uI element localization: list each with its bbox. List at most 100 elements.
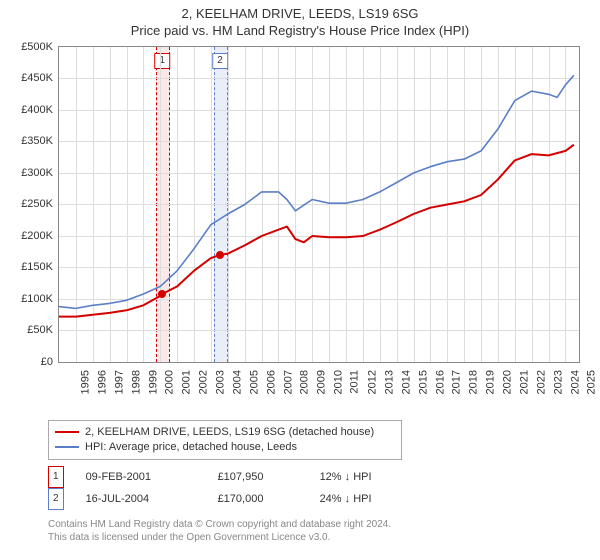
x-axis-label: 2005	[248, 370, 260, 394]
x-axis-label: 2001	[181, 370, 193, 394]
y-gridline	[59, 141, 579, 142]
title-line1: 2, KEELHAM DRIVE, LEEDS, LS19 6SG	[0, 6, 600, 23]
y-gridline	[59, 110, 579, 111]
y-axis-label: £200K	[13, 230, 53, 242]
x-axis-label: 2010	[333, 370, 345, 394]
x-gridline	[262, 47, 263, 362]
y-gridline	[59, 267, 579, 268]
x-axis-label: 2022	[535, 370, 547, 394]
x-gridline	[363, 47, 364, 362]
y-axis-label: £250K	[13, 198, 53, 210]
x-gridline	[245, 47, 246, 362]
y-axis-label: £400K	[13, 104, 53, 116]
x-axis-label: 2011	[349, 370, 361, 394]
x-axis-label: 2013	[383, 370, 395, 394]
x-gridline	[346, 47, 347, 362]
x-axis-label: 2019	[485, 370, 497, 394]
x-axis-label: 2014	[400, 370, 412, 394]
sale-date: 09-FEB-2001	[86, 467, 196, 487]
x-gridline	[397, 47, 398, 362]
sale-diff: 24% ↓ HPI	[320, 489, 372, 509]
x-axis-label: 2000	[164, 370, 176, 394]
x-axis-label: 1999	[147, 370, 159, 394]
footer-line1: Contains HM Land Registry data © Crown c…	[48, 518, 600, 531]
x-gridline	[532, 47, 533, 362]
x-gridline	[498, 47, 499, 362]
x-axis-label: 1996	[96, 370, 108, 394]
sale-band-label: 1	[154, 53, 170, 69]
y-gridline	[59, 330, 579, 331]
x-gridline	[194, 47, 195, 362]
y-axis-label: £50K	[13, 324, 53, 336]
x-axis-label: 2002	[198, 370, 210, 394]
legend-row: HPI: Average price, detached house, Leed…	[55, 440, 395, 455]
chart-container: 12£0£50K£100K£150K£200K£250K£300K£350K£4…	[10, 46, 590, 416]
x-gridline	[211, 47, 212, 362]
sale-diff: 12% ↓ HPI	[320, 467, 372, 487]
x-gridline	[278, 47, 279, 362]
sale-price: £170,000	[218, 489, 298, 509]
x-axis-label: 2008	[299, 370, 311, 394]
x-gridline	[160, 47, 161, 362]
x-gridline	[430, 47, 431, 362]
x-gridline	[76, 47, 77, 362]
sales-table: 1 09-FEB-2001 £107,950 12% ↓ HPI 2 16-JUL-200…	[48, 466, 600, 510]
title-line2: Price paid vs. HM Land Registry's House …	[0, 23, 600, 40]
sale-price: £107,950	[218, 467, 298, 487]
x-gridline	[127, 47, 128, 362]
x-axis-label: 2016	[434, 370, 446, 394]
y-axis-label: £150K	[13, 261, 53, 273]
legend-label: HPI: Average price, detached house, Leed…	[85, 440, 297, 455]
sale-band-label: 2	[212, 53, 228, 69]
sale-date: 16-JUL-2004	[86, 489, 196, 509]
y-gridline	[59, 299, 579, 300]
x-axis-label: 1998	[130, 370, 142, 394]
sale-marker	[158, 290, 166, 298]
y-axis-label: £500K	[13, 41, 53, 53]
x-gridline	[329, 47, 330, 362]
y-axis-label: £0	[13, 356, 53, 368]
chart-title: 2, KEELHAM DRIVE, LEEDS, LS19 6SG Price …	[0, 0, 600, 40]
x-gridline	[464, 47, 465, 362]
y-gridline	[59, 173, 579, 174]
legend-swatch	[55, 446, 79, 448]
x-gridline	[515, 47, 516, 362]
x-gridline	[481, 47, 482, 362]
x-gridline	[380, 47, 381, 362]
x-axis-label: 2012	[366, 370, 378, 394]
x-gridline	[93, 47, 94, 362]
x-axis-label: 2018	[468, 370, 480, 394]
sale-marker	[216, 251, 224, 259]
y-axis-label: £300K	[13, 167, 53, 179]
sale-row: 1 09-FEB-2001 £107,950 12% ↓ HPI	[48, 466, 600, 488]
x-gridline	[177, 47, 178, 362]
y-gridline	[59, 236, 579, 237]
x-axis-label: 2024	[569, 370, 581, 394]
x-axis-label: 2021	[518, 370, 530, 394]
legend-label: 2, KEELHAM DRIVE, LEEDS, LS19 6SG (detac…	[85, 425, 374, 440]
y-axis-label: £450K	[13, 72, 53, 84]
x-gridline	[565, 47, 566, 362]
x-gridline	[447, 47, 448, 362]
sale-index-badge: 2	[48, 488, 64, 510]
x-axis-label: 2025	[586, 370, 598, 394]
footer-line2: This data is licensed under the Open Gov…	[48, 531, 600, 544]
x-axis-label: 1997	[113, 370, 125, 394]
x-axis-label: 2007	[282, 370, 294, 394]
legend-swatch	[55, 431, 79, 433]
y-gridline	[59, 204, 579, 205]
x-axis-label: 2023	[552, 370, 564, 394]
sale-row: 2 16-JUL-2004 £170,000 24% ↓ HPI	[48, 488, 600, 510]
x-axis-label: 2017	[451, 370, 463, 394]
legend: 2, KEELHAM DRIVE, LEEDS, LS19 6SG (detac…	[48, 420, 402, 460]
y-gridline	[59, 78, 579, 79]
series-line	[59, 144, 574, 316]
x-axis-label: 2003	[215, 370, 227, 394]
x-gridline	[295, 47, 296, 362]
x-gridline	[549, 47, 550, 362]
footer-attribution: Contains HM Land Registry data © Crown c…	[48, 518, 600, 544]
plot-area: 12£0£50K£100K£150K£200K£250K£300K£350K£4…	[58, 46, 580, 363]
y-axis-label: £100K	[13, 293, 53, 305]
sale-index-badge: 1	[48, 466, 64, 488]
x-axis-label: 2006	[265, 370, 277, 394]
